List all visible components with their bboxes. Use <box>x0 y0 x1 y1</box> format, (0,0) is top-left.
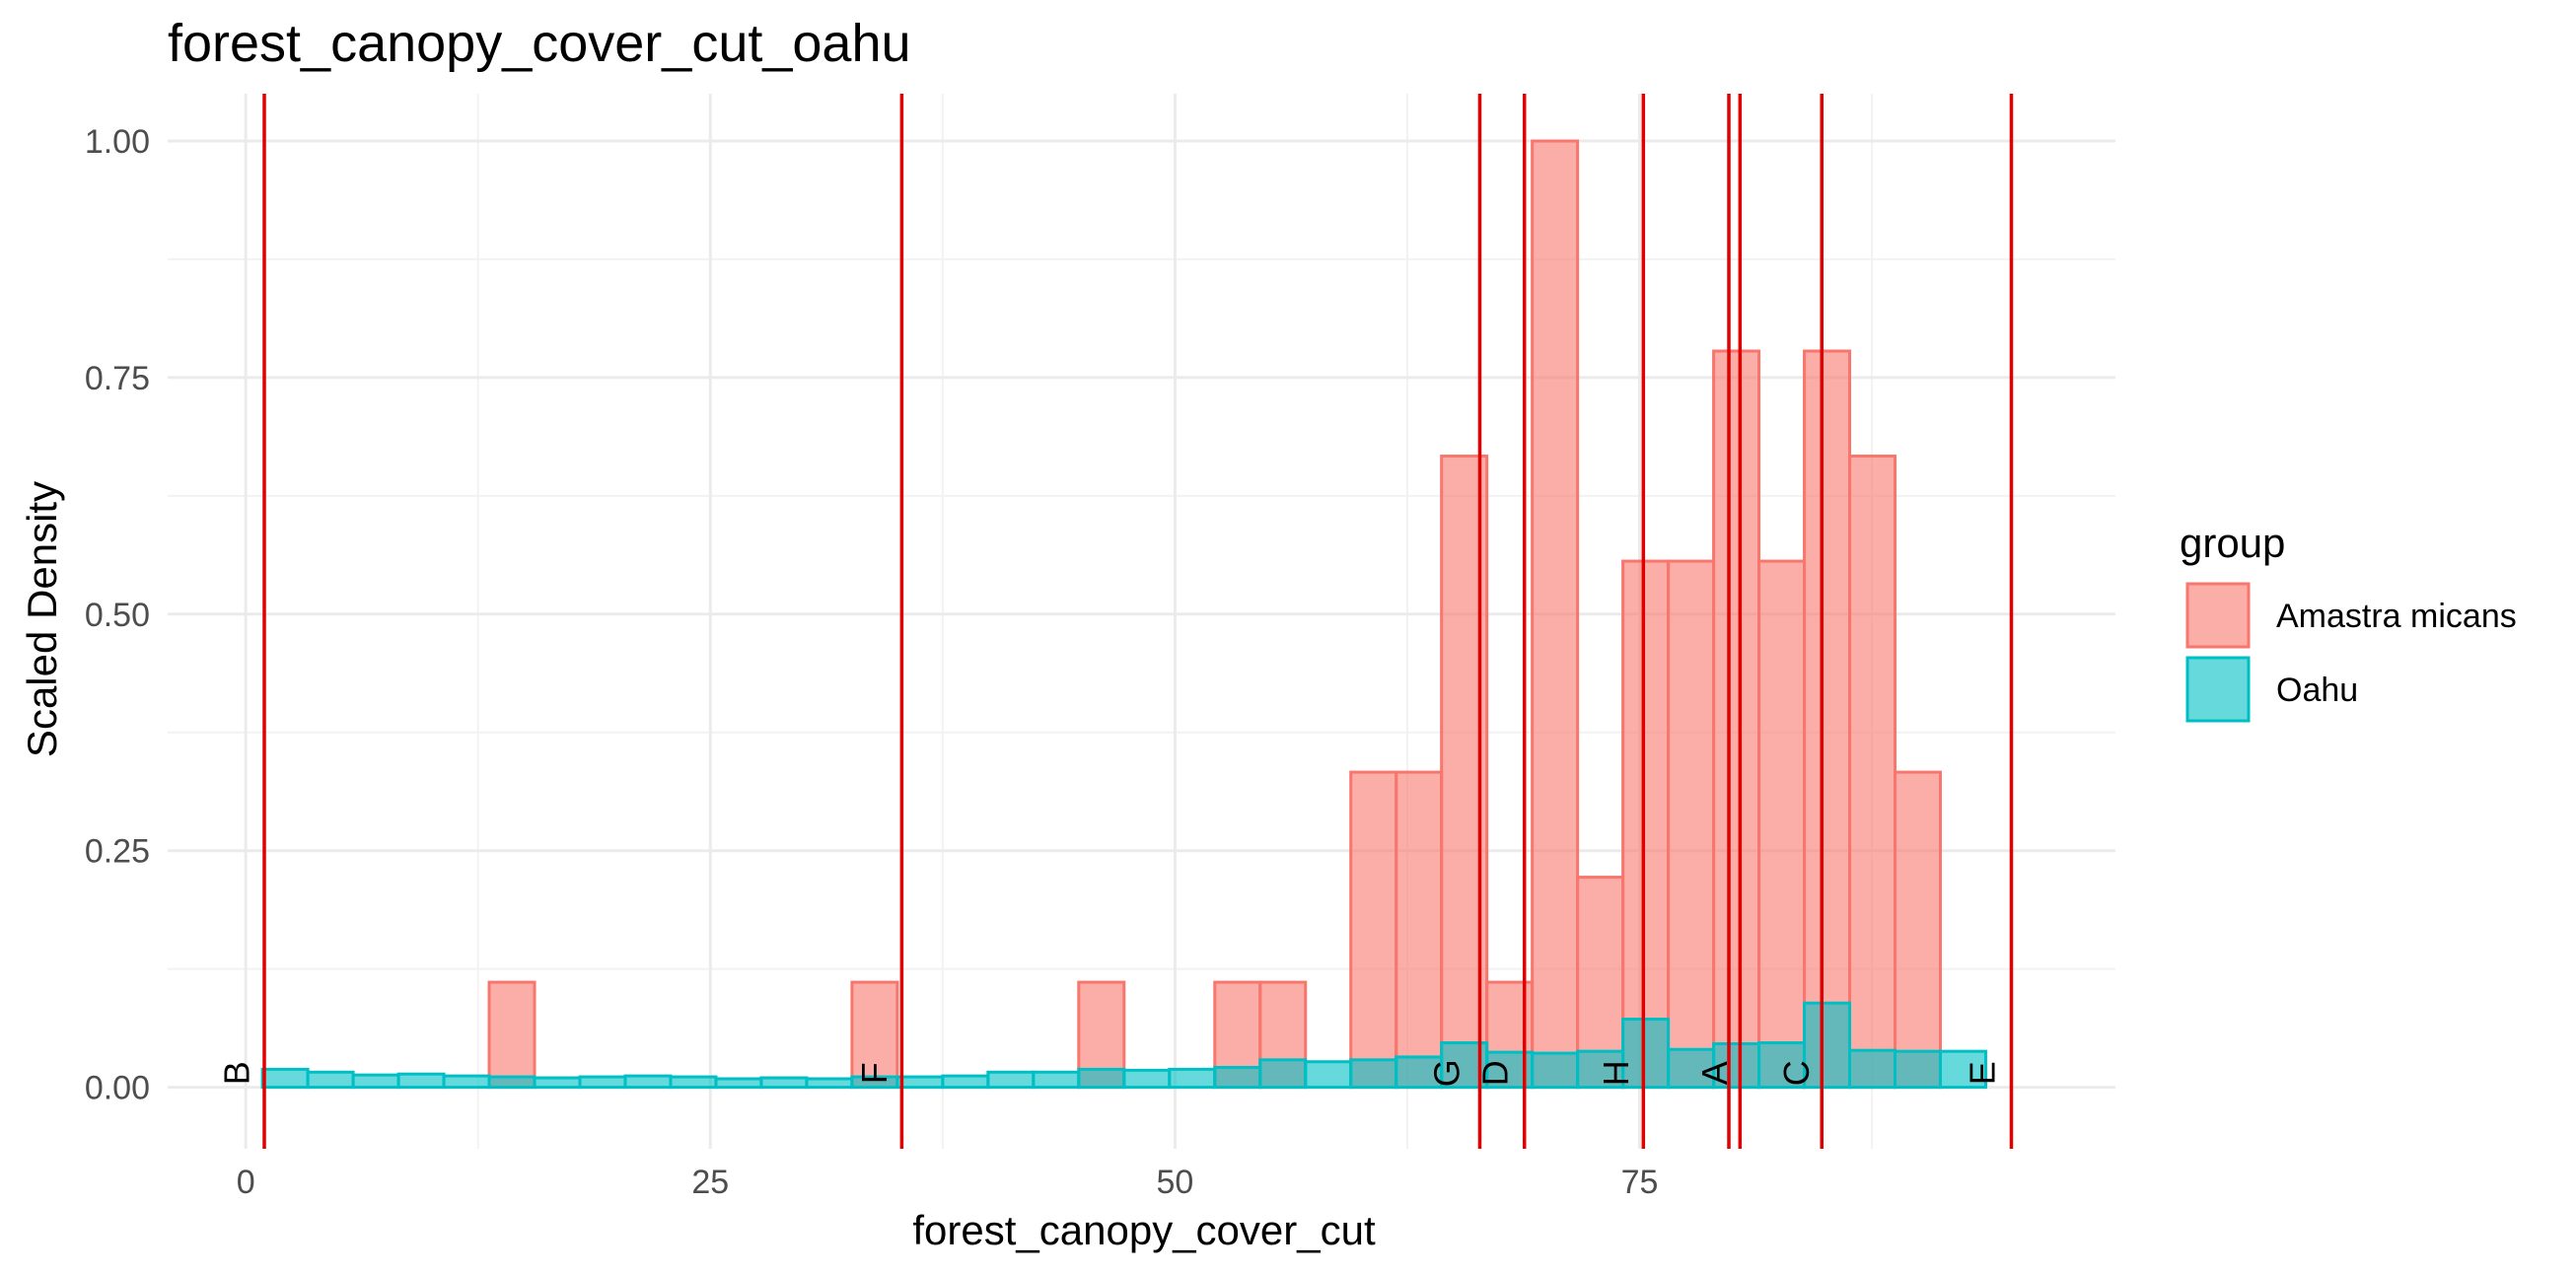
histogram-bar-amastra-micans <box>1531 139 1580 1090</box>
histogram-bar-amastra-micans <box>487 980 537 1090</box>
histogram-bar-oahu <box>1757 1041 1807 1090</box>
histogram-bar-oahu <box>714 1077 763 1090</box>
histogram-bar-oahu <box>623 1074 673 1090</box>
histogram-bar-amastra-micans <box>1757 559 1807 1090</box>
histogram-bar-oahu <box>578 1075 627 1090</box>
legend: group Amastra micans Oahu <box>2180 520 2517 723</box>
marker-label-h: H <box>1596 1060 1636 1086</box>
histogram-bar-amastra-micans <box>1667 559 1716 1090</box>
histogram-bar-oahu <box>533 1076 582 1090</box>
histogram-bar-oahu <box>805 1077 854 1090</box>
y-tick-label: 0.00 <box>85 1070 150 1107</box>
legend-key-amastra-micans <box>2185 582 2251 649</box>
histogram-bar-amastra-micans <box>1621 559 1671 1090</box>
histogram-bar-oahu <box>487 1075 537 1090</box>
histogram-bar-oahu <box>1122 1068 1172 1090</box>
legend-key-oahu <box>2185 656 2251 723</box>
marker-label-a: A <box>1694 1061 1735 1085</box>
y-tick-label: 0.50 <box>85 597 150 634</box>
legend-title: group <box>2180 520 2285 566</box>
chart-title: forest_canopy_cover_cut_oahu <box>168 14 911 73</box>
histogram-bar-oahu <box>1893 1049 1942 1090</box>
marker-label-g: G <box>1427 1059 1467 1087</box>
histogram-bar-amastra-micans <box>1395 770 1444 1090</box>
histogram-bar-oahu <box>669 1075 718 1090</box>
histogram-bar-oahu <box>306 1070 355 1090</box>
marker-label-e: E <box>1962 1061 2002 1085</box>
histogram-bar-oahu <box>1531 1051 1580 1090</box>
histogram-bar-oahu <box>1077 1067 1126 1090</box>
marker-label-d: D <box>1475 1060 1516 1086</box>
y-tick-label: 0.75 <box>85 360 150 397</box>
legend-label-oahu: Oahu <box>2276 672 2358 709</box>
histogram-bars <box>260 139 1987 1090</box>
histogram-bar-oahu <box>1938 1049 1987 1090</box>
histogram-bar-oahu <box>895 1075 945 1090</box>
x-tick-label: 0 <box>237 1164 255 1201</box>
histogram-bar-oahu <box>1168 1067 1217 1090</box>
x-tick-label: 25 <box>691 1164 729 1201</box>
marker-label-b: B <box>217 1061 257 1085</box>
histogram-bar-oahu <box>1032 1070 1081 1090</box>
x-tick-label: 50 <box>1157 1164 1194 1201</box>
histogram-bar-oahu <box>1848 1048 1896 1090</box>
histogram-bar-amastra-micans <box>1803 349 1852 1090</box>
histogram-bar-oahu <box>1213 1065 1262 1090</box>
histogram-bar-oahu <box>1258 1058 1308 1090</box>
histogram-bar-amastra-micans <box>1893 770 1942 1090</box>
histogram-bar-oahu <box>986 1070 1036 1090</box>
reference-lines <box>262 94 2014 1149</box>
histogram-bar-amastra-micans <box>1349 770 1398 1090</box>
histogram-bar-oahu <box>396 1072 446 1090</box>
histogram-bar-oahu <box>1349 1058 1398 1090</box>
histogram-bar-amastra-micans <box>1848 455 1896 1090</box>
histogram-bar-oahu <box>260 1067 310 1090</box>
x-tick-label: 75 <box>1621 1164 1659 1201</box>
histogram-bar-oahu <box>1803 1001 1852 1090</box>
histogram-bar-amastra-micans <box>1712 349 1761 1090</box>
y-axis-title: Scaled Density <box>19 481 65 757</box>
axis-ticks: 0.00 0.25 0.50 0.75 1.00 0 25 50 75 <box>85 123 1659 1201</box>
histogram-bar-amastra-micans <box>850 980 899 1090</box>
x-axis-title: forest_canopy_cover_cut <box>912 1207 1376 1253</box>
histogram-bar-oahu <box>941 1074 990 1090</box>
histogram-bar-oahu <box>759 1076 809 1090</box>
legend-label-amastra-micans: Amastra micans <box>2276 598 2517 635</box>
marker-label-c: C <box>1776 1060 1817 1086</box>
histogram-bar-oahu <box>1304 1060 1353 1090</box>
histogram-bar-oahu <box>351 1073 400 1090</box>
marker-label-f: F <box>854 1062 894 1084</box>
histogram-bar-oahu <box>442 1074 491 1090</box>
y-tick-label: 1.00 <box>85 123 150 161</box>
y-tick-label: 0.25 <box>85 833 150 871</box>
